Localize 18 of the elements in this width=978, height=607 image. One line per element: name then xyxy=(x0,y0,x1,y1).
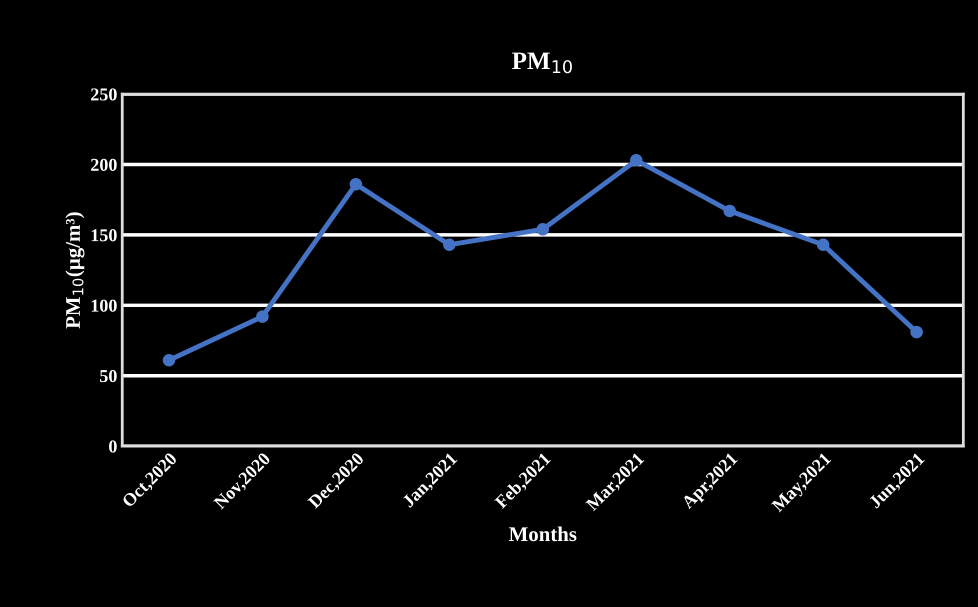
point xyxy=(443,238,456,252)
y-axis-title: PM$_{10}$(µg/m³) xyxy=(65,212,84,329)
chart-title: PM$_{10}$ xyxy=(512,52,572,74)
y-tick-label: 150 xyxy=(92,229,117,242)
y-tick-label: 200 xyxy=(91,158,117,171)
point xyxy=(536,223,550,236)
y-tick-label: 100 xyxy=(92,300,117,312)
point xyxy=(350,178,362,190)
point xyxy=(816,238,830,252)
point xyxy=(630,154,642,167)
y-tick-label: 0 xyxy=(109,440,117,453)
y-tick-label: 250 xyxy=(91,88,117,101)
point xyxy=(723,204,736,218)
point xyxy=(910,326,923,338)
y-tick-label: 50 xyxy=(100,370,117,382)
point xyxy=(256,310,269,323)
point xyxy=(162,354,176,366)
x-axis-title: Months xyxy=(508,526,576,542)
